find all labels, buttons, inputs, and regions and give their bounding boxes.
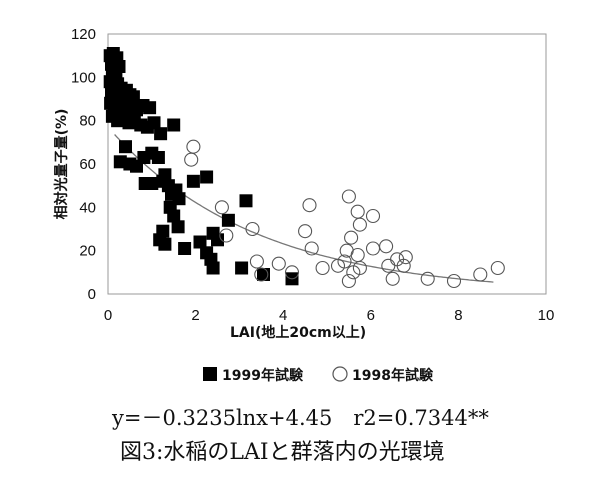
y-tick-label: 20 bbox=[79, 243, 96, 260]
data-point-1998 bbox=[284, 265, 300, 280]
data-point-1999 bbox=[154, 127, 168, 141]
data-point-1998 bbox=[344, 230, 359, 245]
data-point-1998 bbox=[365, 241, 381, 256]
data-point-1998 bbox=[490, 260, 505, 276]
plot-frame bbox=[107, 33, 547, 295]
legend-label-1999: 1999年試験 bbox=[222, 367, 304, 384]
data-point-1998 bbox=[446, 273, 462, 289]
data-point-1999 bbox=[200, 170, 214, 184]
data-point-1999 bbox=[167, 209, 181, 223]
data-point-1999 bbox=[193, 235, 207, 249]
data-point-1998 bbox=[385, 271, 400, 286]
x-axis-ticks: 0 2 4 6 8 10 bbox=[104, 307, 555, 324]
data-point-1999 bbox=[235, 261, 249, 275]
data-point-1998 bbox=[298, 224, 313, 239]
data-point-1998 bbox=[365, 208, 381, 224]
data-point-1998 bbox=[341, 189, 356, 204]
data-point-1998 bbox=[350, 204, 365, 219]
data-point-1998 bbox=[249, 254, 264, 269]
data-point-1998 bbox=[350, 247, 365, 263]
data-point-1998 bbox=[473, 267, 488, 282]
data-point-1998 bbox=[398, 250, 413, 265]
data-point-1999 bbox=[143, 101, 157, 115]
data-point-1998 bbox=[337, 254, 352, 269]
data-point-1998 bbox=[184, 152, 199, 167]
x-tick-label: 10 bbox=[538, 307, 555, 324]
data-point-1999 bbox=[171, 220, 185, 234]
x-tick-label: 8 bbox=[454, 307, 462, 324]
data-point-1998 bbox=[186, 139, 201, 154]
data-point-1999 bbox=[145, 177, 159, 190]
x-tick-label: 6 bbox=[367, 307, 375, 324]
scatter-chart: 0 20 40 60 80 100 120 0 2 4 6 8 10 相対光量子量(%) LAI(地上… bbox=[53, 26, 555, 384]
series-1999 bbox=[103, 47, 299, 286]
x-tick-label: 2 bbox=[191, 307, 199, 324]
data-point-1999 bbox=[158, 168, 172, 182]
data-point-1998 bbox=[341, 273, 356, 289]
x-tick-label: 4 bbox=[279, 307, 287, 324]
x-tick-label: 0 bbox=[104, 307, 112, 324]
data-point-1999 bbox=[178, 242, 192, 255]
data-point-1999 bbox=[186, 174, 200, 188]
data-point-1998 bbox=[214, 200, 229, 215]
data-point-1998 bbox=[271, 256, 286, 271]
y-tick-label: 100 bbox=[71, 69, 96, 86]
data-point-1998 bbox=[379, 239, 394, 254]
x-axis-title: LAI(地上20cm以上) bbox=[230, 324, 366, 341]
y-tick-label: 120 bbox=[71, 26, 96, 43]
y-axis-title: 相対光量子量(%) bbox=[53, 109, 70, 220]
data-point-1999 bbox=[147, 116, 161, 130]
legend-label-1998: 1998年試験 bbox=[352, 367, 434, 384]
data-point-1998 bbox=[315, 260, 330, 276]
data-point-1999 bbox=[206, 261, 220, 275]
data-point-1998 bbox=[304, 241, 319, 256]
regression-equation: y=－0.3235lnx+4.45 r2=0.7344** bbox=[112, 406, 489, 430]
data-point-1998 bbox=[396, 258, 411, 273]
data-point-1999 bbox=[167, 118, 181, 132]
data-point-1998 bbox=[420, 271, 435, 286]
data-point-1998 bbox=[219, 228, 234, 243]
legend: 1999年試験 1998年試験 bbox=[203, 366, 434, 384]
y-tick-label: 80 bbox=[79, 113, 96, 130]
data-point-1998 bbox=[245, 221, 260, 237]
y-axis-ticks: 0 20 40 60 80 100 120 bbox=[71, 26, 96, 303]
series-1998 bbox=[184, 139, 505, 289]
legend-marker-1999 bbox=[203, 367, 217, 381]
data-point-1999 bbox=[119, 140, 132, 154]
data-point-1998 bbox=[254, 267, 269, 282]
data-point-1999 bbox=[221, 213, 235, 227]
data-point-1999 bbox=[211, 233, 224, 247]
data-point-1999 bbox=[239, 194, 253, 208]
y-tick-label: 60 bbox=[79, 156, 96, 173]
data-point-1999 bbox=[158, 237, 172, 251]
y-tick-label: 0 bbox=[88, 286, 96, 303]
data-point-1998 bbox=[352, 260, 367, 276]
data-point-1998 bbox=[302, 198, 317, 213]
figure-caption: 図3:水稲のLAIと群落内の光環境 bbox=[120, 440, 445, 465]
data-point-1999 bbox=[151, 151, 165, 164]
y-tick-label: 40 bbox=[79, 199, 96, 216]
data-point-1998 bbox=[381, 258, 396, 273]
legend-marker-1998 bbox=[332, 366, 348, 382]
data-point-1998 bbox=[352, 217, 367, 232]
